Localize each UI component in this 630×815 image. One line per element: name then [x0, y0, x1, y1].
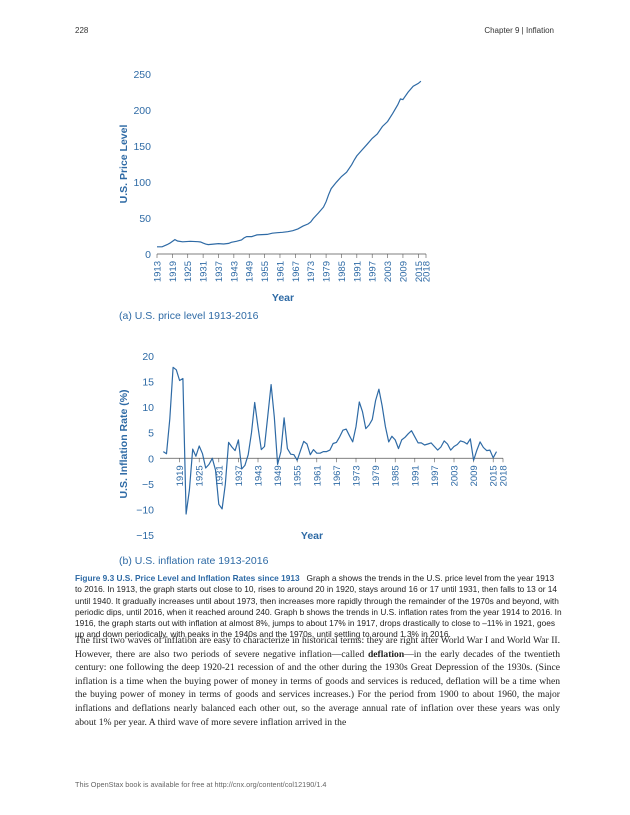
chart-a-caption: (a) U.S. price level 1913-2016: [119, 310, 259, 322]
chart-a-series-line: [157, 80, 422, 248]
chart-b-x-tick-label: 2015: [489, 465, 500, 486]
figure-caption: Figure 9.3 U.S. Price Level and Inflatio…: [75, 573, 563, 641]
body-paragraph: The first two waves of inflation are eas…: [75, 634, 560, 729]
chart-a-x-tick-label: 1985: [337, 261, 348, 282]
chart-a-x-tick-label: 1943: [229, 261, 240, 282]
chart-a-x-axis-label: Year: [272, 292, 294, 304]
page-footer: This OpenStax book is available for free…: [75, 780, 327, 789]
chart-a-x-tick-label: 1979: [322, 261, 333, 282]
chart-b-x-tick-label: 1997: [430, 465, 441, 486]
chart-a-x-tick-label: 2015: [414, 261, 425, 282]
chart-b-y-tick-label: 0: [148, 453, 154, 465]
chart-a-x-tick-label: 1949: [245, 261, 256, 282]
chart-b-x-tick-label: 1955: [293, 465, 304, 486]
chart-b-x-tick-label: 1937: [234, 465, 245, 486]
chart-b-y-tick-label: −10: [136, 504, 154, 516]
chart-b-y-tick-label: 10: [142, 402, 154, 414]
chart-a-x-tick-label: 2003: [383, 261, 394, 282]
chart-a-y-tick-label: 150: [133, 141, 151, 153]
inflation-rate-chart: U.S. Inflation Rate (%) Year −15 −10 −5 0 5 1…: [118, 351, 510, 542]
figure-caption-text: Graph a shows the trends in the U.S. pri…: [75, 573, 562, 640]
chart-b-x-tick-label: 1925: [195, 465, 206, 486]
chart-a-x-tick-label: 2009: [398, 261, 409, 282]
chart-b-x-tick-label: 1985: [391, 465, 402, 486]
chapter-title: Chapter 9 | Inflation: [484, 26, 554, 35]
chart-b-x-tick-label: 2003: [450, 465, 461, 486]
chart-b-x-tick-label: 1919: [175, 465, 186, 486]
chart-b-x-tick-label: 1979: [371, 465, 382, 486]
chart-b-series-line: [162, 366, 498, 515]
chart-a-x-tick-label: 1955: [260, 261, 271, 282]
chart-a-y-tick-label: 0: [145, 249, 151, 261]
body-text-part-2: —in the early decades of the twentieth c…: [75, 648, 560, 728]
chart-a-y-tick-label: 50: [139, 213, 151, 225]
chart-a-x-tick-label: 1931: [199, 261, 210, 282]
deflation-term: deflation: [367, 648, 405, 660]
chart-b-y-tick-label: 5: [148, 428, 154, 440]
chart-b-x-tick-label: 1991: [410, 465, 421, 486]
chart-b-x-tick-label: 2018: [499, 465, 510, 486]
chart-a-y-axis-label: U.S. Price Level: [118, 125, 130, 204]
chart-b-x-tick-label: 1967: [332, 465, 343, 486]
chart-a-x-tick-label: 1925: [183, 261, 194, 282]
chart-a-x-tick-label: 2018: [422, 261, 433, 282]
chart-a-y-tick-label: 100: [133, 177, 151, 189]
chart-b-x-tick-label: 1973: [352, 465, 363, 486]
page-number: 228: [75, 26, 89, 35]
chart-a-y-tick-label: 250: [133, 69, 151, 81]
chart-a-x-tick-label: 1973: [306, 261, 317, 282]
chart-a-x-tick-label: 1919: [168, 261, 179, 282]
chart-a-x-tick-label: 1991: [352, 261, 363, 282]
chart-b-y-tick-label: 15: [142, 377, 154, 389]
chart-b-x-tick-label: 1943: [254, 465, 265, 486]
chart-a-x-tick-label: 1913: [153, 261, 164, 282]
chart-b-y-tick-label: −15: [136, 530, 154, 542]
chart-b-caption: (b) U.S. inflation rate 1913-2016: [119, 555, 269, 567]
chart-b-x-tick-label: 1949: [273, 465, 284, 486]
body-text-part-1: The first two waves of inflation are eas…: [75, 635, 560, 660]
chart-b-x-tick-label: 1931: [214, 465, 225, 486]
chart-a-x-tick-label: 1937: [214, 261, 225, 282]
chart-b-x-tick-label: 2009: [469, 465, 480, 486]
chart-b-x-tick-label: 1961: [312, 465, 323, 486]
chart-a-x-tick-label: 1997: [368, 261, 379, 282]
chart-b-y-tick-label: −5: [142, 479, 154, 491]
price-level-chart: U.S. Price Level Year 0 50 100 150 200 250 191…: [118, 69, 433, 304]
chart-a-y-tick-label: 200: [133, 105, 151, 117]
chart-a-x-tick-label: 1967: [291, 261, 302, 282]
chart-b-y-tick-label: 20: [142, 351, 154, 363]
chart-b-x-axis-label: Year: [301, 530, 323, 542]
chart-b-y-axis-label: U.S. Inflation Rate (%): [118, 389, 130, 498]
chart-a-x-tick-label: 1961: [275, 261, 286, 282]
figure-caption-label: Figure 9.3 U.S. Price Level and Inflatio…: [75, 573, 300, 583]
